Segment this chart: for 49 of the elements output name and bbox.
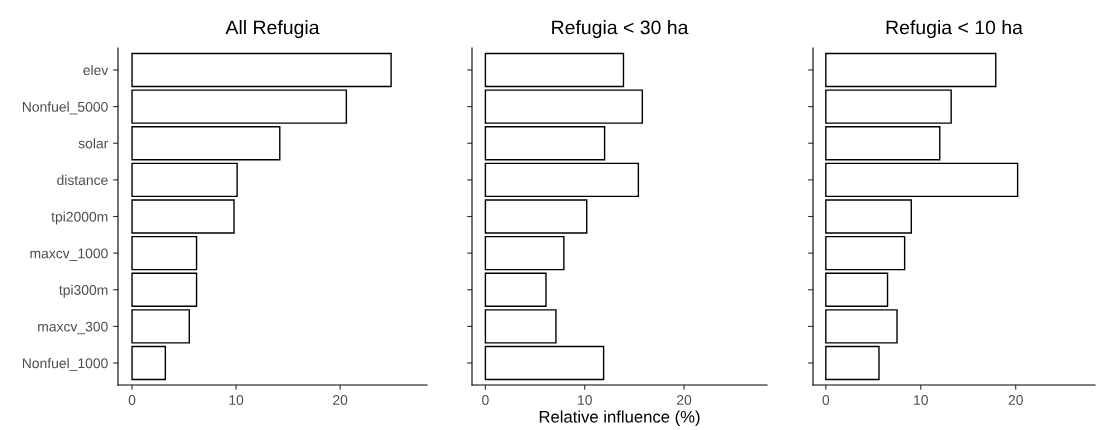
bar — [131, 199, 235, 234]
bar — [825, 309, 898, 344]
chart-title: Refugia < 30 ha — [552, 20, 689, 39]
x-tick-label: 0 — [128, 395, 136, 405]
y-tick-label: maxcv_1000 — [30, 248, 108, 261]
y-tick-label: solar — [78, 138, 109, 149]
bar — [825, 89, 952, 124]
bar — [484, 162, 640, 198]
y-tick-label: maxcv_300 — [38, 321, 108, 335]
bar — [131, 126, 281, 161]
bar — [484, 52, 625, 88]
x-axis-title: Relative influence (%) — [539, 410, 700, 426]
bar — [131, 272, 198, 307]
x-tick-label: 10 — [578, 395, 592, 405]
x-tick-label: 20 — [677, 395, 692, 405]
y-tick-label: tpi2000m — [51, 211, 108, 225]
y-tick-label: elev — [83, 64, 109, 76]
bar — [825, 162, 1019, 198]
y-tick-label: Nonfuel_1000 — [22, 357, 108, 371]
bar — [825, 235, 906, 271]
x-tick-label: 10 — [229, 395, 244, 405]
bar — [484, 89, 644, 124]
bar — [484, 309, 557, 344]
y-tick-label: tpi300m — [59, 284, 108, 298]
chart-title: Refugia < 10 ha — [886, 20, 1023, 39]
x-tick-label: 0 — [482, 395, 489, 405]
bar — [825, 126, 941, 161]
x-tick-label: 10 — [914, 395, 928, 405]
bar — [131, 345, 167, 381]
bar — [484, 126, 606, 161]
chart-title: All Refugia — [225, 20, 320, 39]
bar — [131, 162, 238, 198]
bar — [484, 235, 565, 271]
y-tick-label: Nonfuel_5000 — [22, 101, 108, 115]
y-tick-label: distance — [57, 174, 108, 186]
bar — [131, 309, 190, 344]
x-tick-label: 20 — [333, 395, 348, 405]
bar — [825, 272, 889, 307]
bar — [825, 52, 997, 88]
bar — [131, 235, 198, 271]
x-tick-label: 20 — [1008, 395, 1023, 405]
bar — [131, 89, 348, 124]
bar — [484, 199, 588, 234]
bar — [131, 52, 392, 88]
x-tick-label: 0 — [822, 395, 830, 405]
bar — [484, 272, 547, 307]
bar — [484, 345, 605, 381]
bar — [825, 199, 912, 234]
bar — [825, 345, 880, 381]
